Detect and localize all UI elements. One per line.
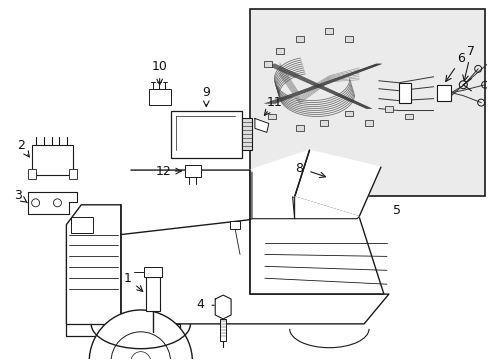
Bar — [145, 277, 160, 311]
Polygon shape — [254, 118, 268, 132]
Bar — [185, 165, 201, 177]
Bar — [320, 121, 327, 126]
Bar — [404, 113, 412, 120]
Polygon shape — [121, 220, 388, 324]
Polygon shape — [249, 217, 383, 294]
Bar — [275, 48, 283, 54]
Polygon shape — [66, 324, 180, 336]
Bar — [71, 217, 93, 233]
Bar — [345, 36, 352, 42]
Text: 12: 12 — [156, 165, 171, 177]
Bar — [345, 111, 352, 117]
Text: 9: 9 — [202, 86, 210, 99]
Bar — [437, 85, 450, 100]
Text: 10: 10 — [151, 60, 167, 73]
Bar — [398, 83, 410, 103]
Bar — [143, 267, 162, 277]
Polygon shape — [28, 192, 77, 214]
Text: 1: 1 — [124, 272, 132, 285]
Polygon shape — [215, 295, 231, 319]
Bar — [148, 89, 170, 105]
Polygon shape — [251, 172, 294, 219]
Text: 8: 8 — [295, 162, 303, 175]
Text: 11: 11 — [266, 96, 282, 109]
Bar — [242, 118, 251, 150]
Polygon shape — [121, 170, 249, 235]
Polygon shape — [249, 150, 309, 220]
Bar — [170, 111, 242, 158]
Bar — [28, 169, 36, 179]
Bar — [220, 319, 225, 341]
Circle shape — [89, 310, 192, 360]
Text: 3: 3 — [14, 189, 21, 202]
Text: 5: 5 — [392, 204, 400, 217]
Text: 2: 2 — [17, 139, 24, 152]
Bar — [365, 121, 372, 126]
Text: 4: 4 — [196, 297, 204, 311]
Bar — [249, 9, 484, 196]
Bar — [32, 145, 73, 175]
Bar — [384, 105, 392, 112]
Text: 6: 6 — [456, 53, 464, 66]
Bar — [230, 221, 240, 229]
Bar — [267, 113, 275, 120]
Polygon shape — [294, 197, 358, 219]
Bar — [69, 169, 77, 179]
Polygon shape — [294, 150, 380, 217]
Bar — [295, 36, 303, 42]
Bar — [295, 125, 303, 131]
Bar — [264, 61, 271, 67]
Polygon shape — [66, 205, 121, 324]
Bar — [325, 28, 333, 34]
Text: 7: 7 — [466, 45, 474, 58]
